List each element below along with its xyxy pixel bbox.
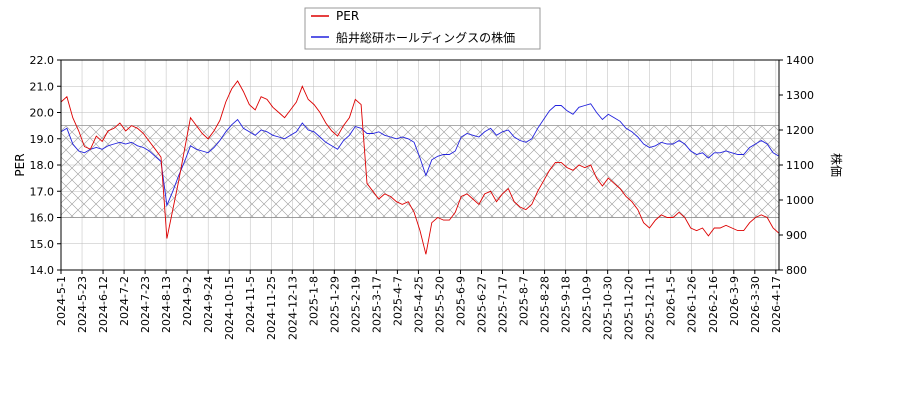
x-tick-label: 2025-6-27 <box>475 276 488 333</box>
x-tick-label: 2024-7-23 <box>139 276 152 333</box>
y-axis-left-title: PER <box>13 153 27 176</box>
x-tick-label: 2026-2-16 <box>707 276 720 333</box>
x-tick-label: 2025-3-17 <box>370 276 383 333</box>
x-tick-label: 2025-1-8 <box>307 276 320 326</box>
y-right-tick-label: 1000 <box>786 194 814 207</box>
x-tick-label: 2025-1-29 <box>328 276 341 333</box>
y-right-tick-label: 1200 <box>786 124 814 137</box>
x-tick-label: 2025-10-30 <box>602 276 615 340</box>
x-tick-label: 2024-6-12 <box>97 276 110 333</box>
legend-label-per: PER <box>336 9 359 23</box>
legend-box <box>304 7 541 50</box>
x-tick-label: 2026-3-30 <box>749 276 762 333</box>
y-left-tick-label: 14.0 <box>30 264 55 277</box>
y-right-tick-label: 800 <box>786 264 807 277</box>
x-tick-label: 2026-3-9 <box>728 276 741 326</box>
y-right-tick-label: 1100 <box>786 159 814 172</box>
y-left-tick-label: 19.0 <box>30 133 55 146</box>
y-left-tick-label: 16.0 <box>30 212 55 225</box>
y-right-tick-label: 900 <box>786 229 807 242</box>
x-tick-label: 2024-11-5 <box>244 276 257 333</box>
shaded-band <box>60 125 780 218</box>
x-tick-label: 2024-5-1 <box>55 276 68 326</box>
legend-label-price: 船井総研ホールディングスの株価 <box>336 30 515 45</box>
x-tick-label: 2025-7-17 <box>497 276 510 333</box>
x-tick-label: 2025-8-7 <box>518 276 531 326</box>
x-tick-label: 2025-5-20 <box>433 276 446 333</box>
x-tick-label: 2024-9-24 <box>202 276 215 333</box>
x-tick-label: 2025-10-9 <box>581 276 594 333</box>
series-line-per <box>60 80 780 255</box>
x-tick-label: 2024-7-2 <box>118 276 131 326</box>
x-tick-label: 2024-5-23 <box>76 276 89 333</box>
y-axis-right: 800 900 1000 1100 1200 1300 1400 <box>779 54 814 277</box>
x-axis: 2024-5-1 2024-5-23 2024-6-12 2024-7-2 2024-7… <box>55 270 783 340</box>
x-tick-label: 2025-9-18 <box>560 276 573 333</box>
y-axis-right-title: 株価 <box>829 153 844 177</box>
x-tick-label: 2025-2-19 <box>349 276 362 333</box>
y-left-tick-label: 22.0 <box>30 54 55 67</box>
x-tick-label: 2026-4-17 <box>770 276 783 333</box>
y-axis-left: 14.0 15.0 16.0 17.0 18.0 19.0 20.0 21.0 22.0 <box>30 54 61 277</box>
legend: PER 船井総研ホールディングスの株価 <box>304 7 541 50</box>
x-tick-label: 2024-8-13 <box>160 276 173 333</box>
x-tick-label: 2025-11-20 <box>623 276 636 340</box>
y-left-tick-label: 15.0 <box>30 238 55 251</box>
x-tick-label: 2025-4-25 <box>412 276 425 333</box>
x-tick-label: 2025-8-28 <box>539 276 552 333</box>
y-left-tick-label: 20.0 <box>30 107 55 120</box>
x-tick-label: 2025-6-9 <box>454 276 467 326</box>
y-right-tick-label: 1300 <box>786 89 814 102</box>
plot-area <box>60 59 780 271</box>
x-tick-label: 2024-10-15 <box>223 276 236 340</box>
x-tick-label: 2025-4-7 <box>391 276 404 326</box>
x-tick-label: 2024-9-2 <box>181 276 194 326</box>
x-tick-label: 2024-12-13 <box>286 276 299 340</box>
x-tick-label: 2025-12-11 <box>644 276 657 340</box>
x-tick-label: 2024-11-25 <box>265 276 278 340</box>
y-left-tick-label: 17.0 <box>30 185 55 198</box>
y-left-tick-label: 21.0 <box>30 80 55 93</box>
y-right-tick-label: 1400 <box>786 54 814 67</box>
x-tick-label: 2026-1-5 <box>665 276 678 326</box>
x-tick-label: 2026-1-26 <box>686 276 699 333</box>
y-left-tick-label: 18.0 <box>30 159 55 172</box>
